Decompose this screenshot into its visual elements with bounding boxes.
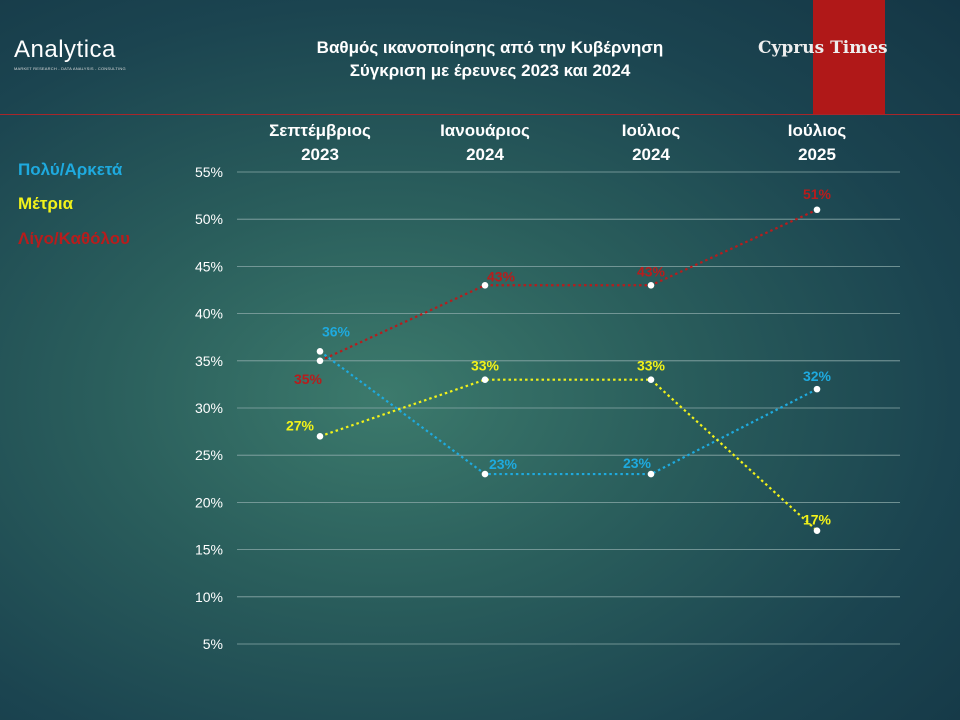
data-point: [316, 433, 324, 440]
data-label: 27%: [286, 417, 315, 433]
data-label: 17%: [803, 512, 832, 528]
y-tick-label: 40%: [195, 306, 223, 322]
logo-tagline: MARKET RESEARCH - DATA ANALYSIS - CONSUL…: [14, 66, 126, 71]
data-point: [647, 376, 655, 383]
chart-subtitle: Σύγκριση με έρευνες 2023 και 2024: [349, 61, 631, 80]
red-band: [813, 0, 885, 114]
x-category-line: Ιούλιος: [621, 121, 681, 140]
data-label: 23%: [623, 455, 652, 471]
y-tick-label: 15%: [195, 542, 223, 558]
y-tick-label: 50%: [195, 211, 223, 227]
data-label: 43%: [637, 263, 666, 279]
data-point: [481, 376, 489, 383]
x-category-label: Σεπτέμβριος 2023: [240, 119, 400, 167]
legend-item-polu-arketa: Πολύ/Αρκετά: [18, 160, 123, 179]
data-point: [481, 281, 489, 289]
data-point: [813, 385, 821, 393]
data-label: 23%: [489, 456, 518, 472]
legend-item-ligo-katholou: Λίγο/Καθόλου: [18, 229, 131, 248]
y-tick-label: 20%: [195, 494, 223, 510]
x-category-line: 2023: [301, 145, 339, 164]
y-tick-label: 35%: [195, 353, 223, 369]
data-label: 35%: [294, 371, 323, 387]
x-category-line: 2024: [466, 145, 504, 164]
y-tick-label: 5%: [203, 636, 223, 652]
x-category-label: Ιούλιος 2024: [571, 119, 731, 167]
analytica-logo: Analytica MARKET RESEARCH - DATA ANALYSI…: [14, 36, 126, 71]
data-point: [647, 281, 655, 289]
y-tick-label: 25%: [195, 447, 223, 463]
data-point: [813, 206, 821, 214]
data-label: 33%: [471, 358, 500, 374]
y-tick-label: 30%: [195, 400, 223, 416]
x-category-label: Ιούλιος 2025: [737, 119, 897, 167]
data-point: [813, 527, 821, 535]
y-tick-label: 45%: [195, 258, 223, 274]
logo-name: Analytica: [14, 36, 116, 63]
data-label: 33%: [637, 358, 666, 374]
y-tick-label: 55%: [195, 164, 223, 180]
x-category-line: 2024: [632, 145, 670, 164]
header-divider: [0, 114, 960, 115]
x-category-line: 2025: [798, 145, 836, 164]
cyprus-times-logo: Cyprus Times: [758, 38, 888, 58]
series-line: [319, 208, 818, 362]
x-category-line: Σεπτέμβριος: [269, 121, 371, 140]
data-label: 51%: [803, 186, 832, 202]
data-point: [481, 470, 489, 478]
chart-title: Βαθμός ικανοποίησης από την Κυβέρνηση: [316, 38, 664, 57]
y-tick-label: 10%: [195, 589, 223, 605]
x-category-label: Ιανουάριος 2024: [405, 119, 565, 167]
data-label: 32%: [803, 368, 832, 384]
data-point: [647, 470, 655, 478]
data-label: 36%: [322, 323, 351, 339]
data-point: [316, 357, 324, 365]
series-line: [319, 378, 818, 532]
series-line: [319, 350, 818, 476]
x-category-line: Ιούλιος: [787, 121, 847, 140]
x-category-line: Ιανουάριος: [440, 121, 530, 140]
data-point: [316, 348, 324, 355]
legend-item-metria: Μέτρια: [18, 194, 74, 213]
chart-title-block: Βαθμός ικανοποίησης από την Κυβέρνηση Σύ…: [200, 36, 780, 82]
data-label: 43%: [487, 268, 516, 284]
